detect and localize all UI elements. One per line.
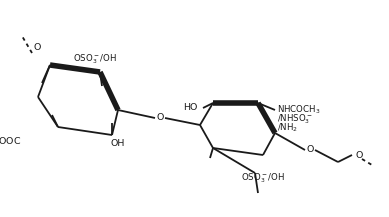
Text: O: O — [306, 146, 314, 155]
Text: O: O — [33, 43, 41, 53]
Text: O: O — [156, 113, 164, 123]
Text: O: O — [356, 151, 363, 159]
Text: HO: HO — [184, 104, 198, 112]
Text: OSO$_3^-$/OH: OSO$_3^-$/OH — [73, 52, 117, 66]
Text: OH: OH — [111, 139, 125, 148]
Text: OSO$_3^-$/OH: OSO$_3^-$/OH — [241, 171, 285, 185]
Text: NHCOCH$_3$: NHCOCH$_3$ — [277, 104, 321, 116]
Text: $^-$OOC: $^-$OOC — [0, 135, 22, 146]
Text: /NH$_2$: /NH$_2$ — [277, 122, 298, 134]
Text: /NHSO$_3^-$: /NHSO$_3^-$ — [277, 112, 312, 126]
